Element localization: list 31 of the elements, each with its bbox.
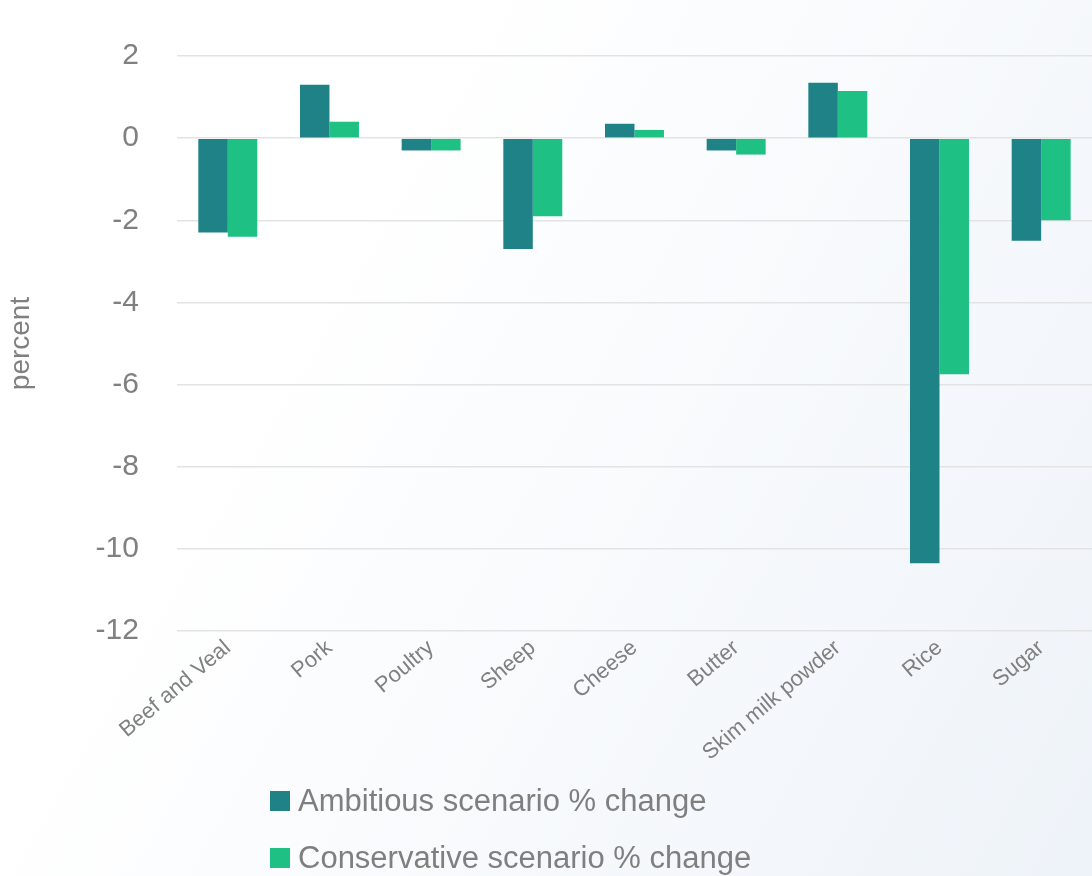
bar: [299, 84, 330, 138]
y-tick-label: -6: [112, 365, 139, 399]
y-tick-label: -10: [95, 530, 139, 564]
bar: [227, 138, 258, 237]
bar: [1041, 138, 1071, 221]
bar: [910, 138, 940, 564]
y-tick-label: 0: [122, 119, 139, 153]
bar: [198, 138, 228, 233]
bar: [431, 138, 461, 151]
y-tick-label: 2: [122, 37, 139, 71]
bar: [736, 138, 766, 155]
y-tick-label: -12: [95, 612, 139, 646]
bar: [605, 123, 635, 138]
bar: [939, 138, 969, 375]
legend-label: Conservative scenario % change: [298, 839, 752, 876]
bar: [532, 138, 563, 217]
bar: [808, 82, 838, 138]
bar: [634, 129, 664, 138]
x-tick-label: Rice: [896, 634, 947, 682]
bar: [329, 121, 359, 138]
y-tick-label: -4: [112, 283, 139, 317]
y-tick-label: -8: [112, 447, 139, 481]
bar: [1011, 138, 1042, 241]
x-tick-label: Pork: [285, 633, 338, 683]
bar: [503, 138, 533, 250]
y-axis-title: percent: [3, 296, 35, 391]
legend-label: Ambitious scenario % change: [298, 782, 707, 819]
bar: [837, 90, 868, 138]
y-tick-label: -2: [112, 201, 139, 235]
bar: [706, 138, 737, 151]
bar: [401, 138, 432, 151]
